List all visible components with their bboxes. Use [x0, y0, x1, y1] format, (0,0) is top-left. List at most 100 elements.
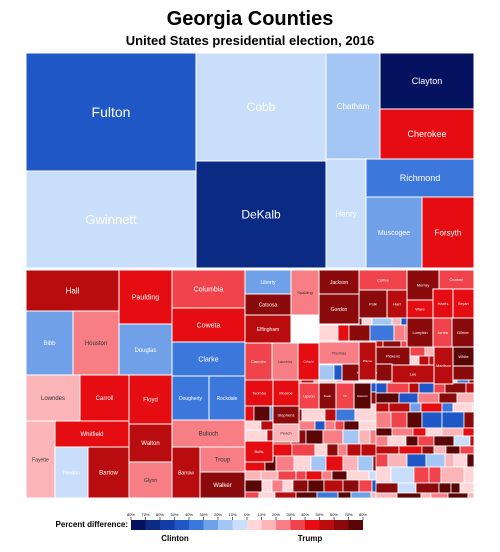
legend-swatch	[203, 520, 218, 530]
county-label-pickens: Pickens	[386, 353, 400, 358]
county-tile-cherokee	[379, 108, 475, 160]
county-label-cherokee: Cherokee	[407, 129, 446, 139]
county-tile-walker	[199, 471, 246, 499]
legend-label: Percent difference:	[56, 520, 128, 529]
county-label-lee: Lee	[410, 371, 417, 376]
county-label-thomas: Thomas	[332, 350, 346, 355]
county-label-dekalb: DeKalb	[241, 208, 281, 222]
county-label-jackson: Jackson	[330, 280, 349, 286]
county-tile-muscogee	[365, 196, 423, 269]
county-label-polk: Polk	[369, 301, 377, 306]
legend-swatch	[232, 520, 247, 530]
county-tile-peach	[272, 423, 300, 443]
county-label-coffee: Coffee	[377, 277, 389, 282]
legend-tick-label: 20%	[272, 512, 280, 517]
legend-tick-label: 50%	[315, 512, 323, 517]
county-label-dougherty: Dougherty	[179, 396, 203, 402]
county-label-gilmer: Gilmer	[457, 330, 469, 335]
county-label-whitfield: Whitfield	[80, 432, 103, 438]
county-label-barrow: Barrow	[178, 470, 194, 476]
county-label-wayne: Wayne	[363, 359, 373, 363]
legend-tick-label: 10%	[228, 512, 236, 517]
legend-swatch	[305, 520, 320, 530]
legend-tick-label: 20%	[214, 512, 222, 517]
county-tile-wayne	[358, 341, 377, 381]
legend-tick-label: 50%	[170, 512, 178, 517]
legend-tick-label: 70%	[344, 512, 352, 517]
county-label-rockdale: Rockdale	[217, 396, 238, 402]
legend-swatch	[189, 520, 204, 530]
county-tile-barrow	[171, 446, 201, 499]
county-label-upson: Upson	[303, 393, 315, 398]
county-tile-spalding	[290, 269, 320, 316]
county-label-spalding: Spalding	[297, 290, 313, 295]
county-label-paulding: Paulding	[132, 294, 159, 301]
county-tile-toombs	[244, 379, 274, 407]
county-tile-polk	[358, 289, 388, 319]
county-label-clayton: Clayton	[412, 76, 443, 86]
legend-swatch	[348, 520, 363, 530]
county-label-toombs: Toombs	[252, 390, 266, 395]
county-label-cobb: Cobb	[247, 100, 276, 114]
legend-swatch	[276, 520, 291, 530]
legend-swatch	[218, 520, 233, 530]
county-tile-newton	[54, 446, 89, 499]
county-label-newton: Newton	[63, 470, 80, 476]
county-tile-monroe	[272, 379, 300, 407]
county-label-madison: Madison	[436, 363, 451, 368]
county-label-harris: Harris	[438, 301, 449, 306]
county-tile-chatham	[325, 52, 381, 160]
county-tile-carroll	[79, 374, 130, 422]
county-label-bryan: Bryan	[458, 301, 468, 306]
county-label-murray: Murray	[417, 282, 429, 287]
small-county-tile	[467, 492, 475, 499]
legend-swatch	[319, 520, 334, 530]
county-tile-effingham	[244, 314, 292, 344]
legend-tick-label: 0%	[244, 512, 250, 517]
county-label-fayette: Fayette	[32, 457, 49, 463]
county-tile-bulloch	[171, 419, 246, 448]
county-label-catoosa: Catoosa	[259, 302, 278, 308]
county-label-troup: Troup	[215, 458, 231, 464]
county-label-ware: Ware	[415, 306, 425, 311]
county-tile-bartow	[87, 446, 130, 499]
county-label-jones: Jones	[437, 330, 448, 335]
county-tile-clayton	[379, 52, 475, 110]
county-tile-dawson	[353, 382, 372, 410]
county-tile-forsyth	[421, 196, 475, 269]
chart-subtitle: United States presidential election, 201…	[125, 33, 375, 48]
county-label-bartow: Bartow	[99, 471, 118, 477]
county-tile-white	[452, 346, 475, 367]
legend-right-label: Trump	[298, 534, 323, 543]
county-label-monroe: Monroe	[279, 390, 293, 395]
county-label-liberty: Liberty	[260, 280, 276, 286]
county-tile-ware	[406, 299, 434, 319]
legend-swatch	[247, 520, 262, 530]
county-label-richmond: Richmond	[400, 173, 441, 183]
county-tile-troup	[199, 446, 246, 473]
legend-swatch	[160, 520, 175, 530]
county-label-gwinnett: Gwinnett	[85, 212, 137, 227]
county-label-hart: Hart	[393, 301, 401, 306]
county-label-peach: Peach	[280, 430, 291, 435]
county-label-coweta: Coweta	[197, 322, 221, 329]
county-label-bulloch: Bulloch	[199, 432, 219, 438]
legend-tick-label: 80%	[359, 512, 367, 517]
county-tile-coweta	[171, 307, 246, 343]
legend-swatch	[290, 520, 305, 530]
county-tile-hall	[25, 269, 120, 312]
county-tile-gwinnett	[25, 170, 197, 269]
legend-swatch	[174, 520, 189, 530]
chart-title: Georgia Counties	[166, 8, 334, 30]
county-label-tift: Tift	[343, 394, 347, 398]
county-tile-gordon	[318, 293, 360, 325]
county-tile-dekalb	[195, 160, 327, 269]
county-tile-lee	[391, 364, 435, 384]
county-tile-cobb	[195, 52, 327, 162]
county-label-douglas: Douglas	[134, 348, 156, 354]
county-label-colquitt: Colquitt	[303, 360, 313, 364]
county-label-forsyth: Forsyth	[435, 228, 462, 237]
county-label-glynn: Glynn	[144, 478, 157, 484]
